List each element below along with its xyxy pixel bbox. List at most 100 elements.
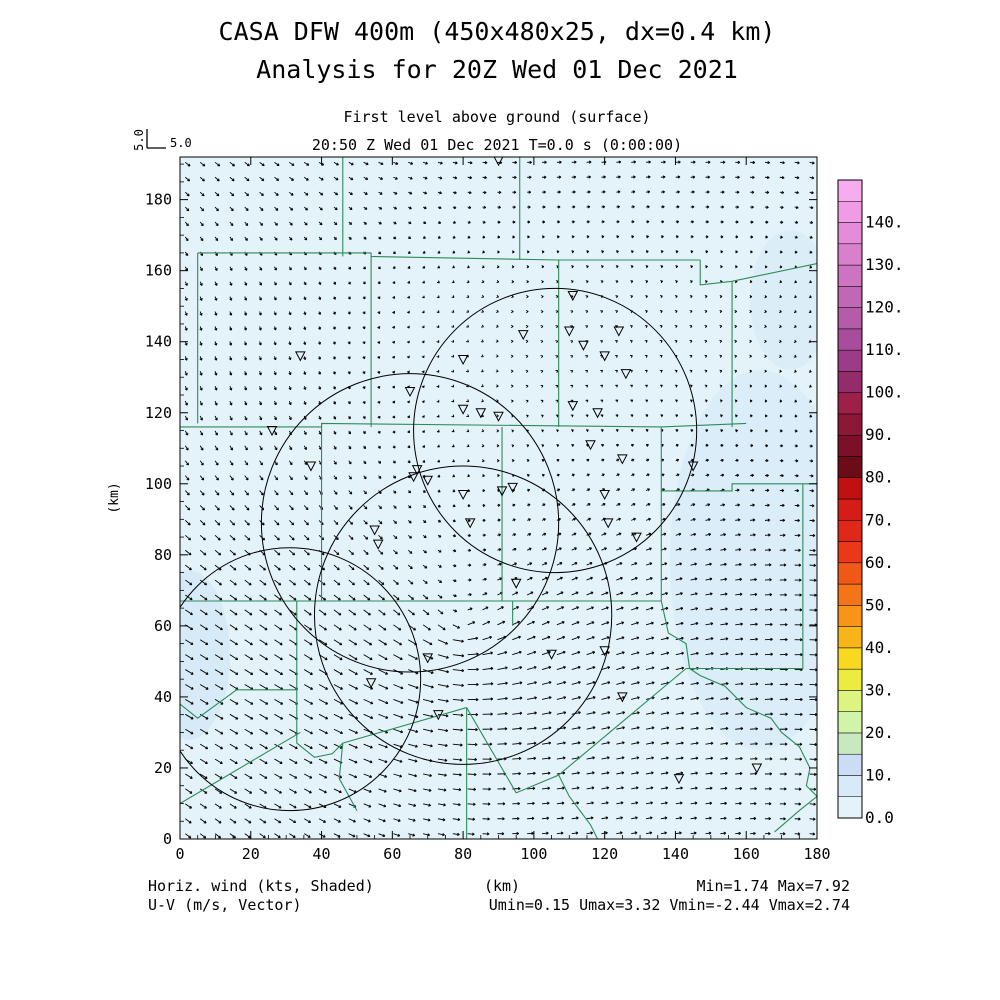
wind-vector-head: [258, 297, 262, 301]
wind-vector: [735, 787, 742, 790]
wind-vector-head: [755, 652, 759, 656]
wind-vector-head: [499, 175, 502, 180]
wind-vector-head: [513, 533, 517, 537]
wind-vector-head: [503, 787, 506, 791]
wind-vector-head: [813, 563, 817, 567]
wind-vector-head: [784, 742, 788, 746]
wind-vector: [259, 490, 264, 496]
wind-vector-head: [680, 606, 684, 611]
wind-vector: [660, 727, 669, 730]
wind-vector: [393, 788, 402, 792]
wind-vector: [586, 681, 596, 685]
wind-vector-head: [711, 681, 714, 686]
wind-vector-head: [676, 473, 680, 477]
wind-vector-head: [749, 399, 753, 403]
wind-vector-head: [204, 582, 208, 586]
y-tick-label: 180: [145, 191, 172, 209]
wind-vector-head: [332, 356, 336, 360]
station-marker: [411, 465, 423, 476]
wind-vector-head: [487, 802, 491, 806]
wind-vector: [244, 564, 251, 571]
wind-vector-head: [481, 444, 485, 448]
wind-vector-head: [290, 507, 294, 511]
wind-vector: [274, 713, 283, 720]
wind-vector: [333, 639, 343, 646]
wind-vector-head: [468, 563, 472, 567]
wind-vector-head: [785, 697, 788, 701]
radar-range-ring: [313, 465, 613, 765]
wind-vector: [690, 682, 699, 685]
wind-vector-head: [303, 387, 307, 390]
colorbar-label: 120.: [865, 298, 904, 317]
wind-vector-head: [413, 803, 417, 807]
wind-vector-head: [230, 447, 233, 451]
wind-vector-head: [428, 803, 431, 807]
wind-vector-head: [495, 384, 499, 388]
wind-vector-head: [719, 309, 723, 314]
wind-vector-head: [216, 193, 220, 197]
wind-vector-head: [325, 686, 328, 690]
wind-vector: [199, 728, 209, 735]
wind-vector-head: [578, 711, 581, 715]
wind-vector-head: [229, 297, 233, 301]
wind-vector-head: [459, 743, 463, 747]
wind-vector: [526, 621, 535, 626]
wind-vector-head: [362, 356, 366, 360]
colorbar-swatch: [837, 349, 863, 372]
wind-vector-head: [293, 582, 296, 586]
wind-vector: [690, 563, 697, 566]
wind-vector-head: [422, 265, 426, 269]
wind-vector: [214, 475, 219, 481]
chart-title-line2: Analysis for 20Z Wed 01 Dec 2021: [256, 55, 738, 84]
wind-vector-head: [544, 562, 548, 566]
wind-vector: [378, 669, 388, 675]
wind-vector-head: [513, 205, 516, 209]
wind-vector-head: [607, 726, 611, 730]
wind-vector-head: [738, 562, 742, 567]
wind-vector-head: [780, 429, 783, 433]
wind-vector-head: [750, 458, 754, 463]
wind-vector: [244, 594, 252, 601]
wind-vector-head: [459, 758, 463, 762]
wind-vector-head: [725, 711, 729, 716]
x-tick-label: 20: [242, 845, 260, 863]
wind-vector: [571, 577, 578, 581]
wind-vector-head: [645, 250, 649, 254]
wind-vector-head: [753, 563, 757, 567]
wind-vector-head: [661, 473, 665, 477]
wind-vector: [199, 564, 207, 571]
wind-vector: [363, 818, 371, 823]
wind-vector: [645, 712, 655, 715]
wind-vector-head: [800, 682, 803, 687]
wind-vector-head: [779, 369, 782, 373]
wind-vector-head: [214, 283, 218, 286]
wind-vector: [512, 591, 518, 596]
wind-vector: [348, 549, 354, 555]
wind-vector-head: [779, 384, 782, 388]
wind-vector-head: [600, 265, 604, 269]
wind-vector-head: [453, 519, 456, 523]
wind-vector-head: [548, 650, 551, 654]
wind-vector-head: [635, 606, 639, 610]
wind-vector-head: [679, 831, 682, 835]
wind-vector-head: [187, 507, 191, 511]
wind-vector-head: [504, 712, 508, 716]
wind-vector-head: [752, 160, 756, 165]
wind-vector: [616, 666, 625, 670]
county-line: [699, 260, 817, 286]
wind-vector-head: [542, 235, 545, 239]
wind-vector: [645, 772, 654, 775]
wind-vector-head: [798, 578, 802, 582]
wind-vector: [259, 833, 266, 839]
wind-vector-head: [260, 223, 264, 226]
wind-vector-head: [219, 582, 222, 586]
wind-vector-head: [662, 190, 665, 194]
wind-vector-head: [399, 759, 403, 763]
wind-vector-head: [324, 746, 328, 749]
wind-vector-head: [426, 612, 430, 616]
wind-vector-head: [755, 682, 759, 686]
x-tick-label: 100: [520, 845, 547, 863]
wind-vector-head: [659, 310, 663, 314]
wind-vector-head: [421, 340, 425, 344]
wind-vector-head: [425, 161, 428, 165]
